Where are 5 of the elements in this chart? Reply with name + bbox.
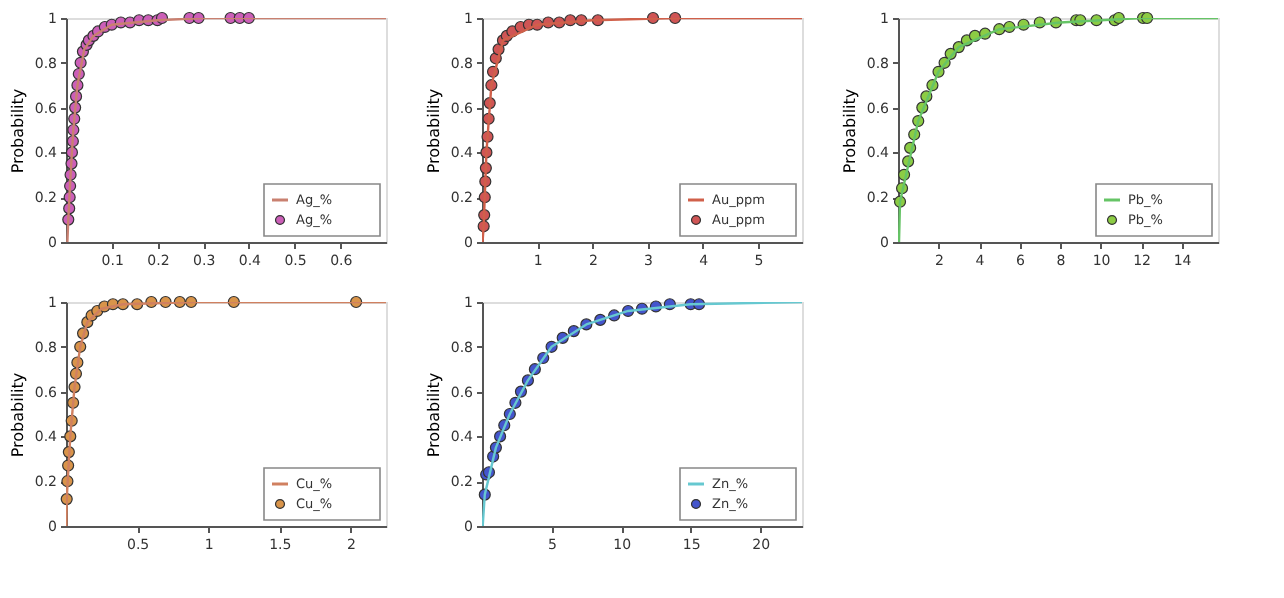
y-axis-title: Probability [8,372,27,458]
y-axis-title: Probability [424,88,443,174]
y-axis-title: Probability [424,372,443,458]
y-axis-title: Probability [8,88,27,174]
y-axis-title: Probability [840,88,859,174]
